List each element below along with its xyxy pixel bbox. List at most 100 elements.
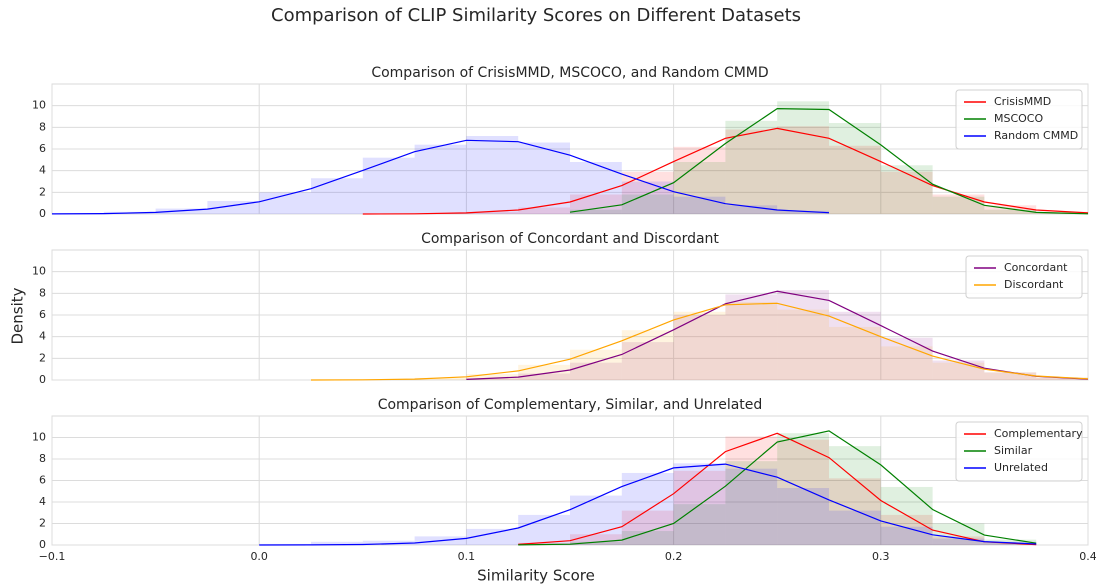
y-tick-label: 2 <box>39 185 46 198</box>
histogram-bar <box>621 171 674 214</box>
histogram-bar <box>362 540 415 545</box>
legend-box <box>955 89 1083 150</box>
legend-label: Similar <box>994 444 1033 457</box>
density-curve <box>259 463 1037 546</box>
histogram-bar <box>570 194 622 214</box>
histogram-bar <box>777 309 829 380</box>
histogram-bar <box>673 162 726 214</box>
legend-box <box>955 421 1083 482</box>
histogram-bar <box>570 495 622 545</box>
y-tick-label: 6 <box>39 474 46 487</box>
histogram-bar <box>984 372 1037 380</box>
histogram-bar <box>621 330 674 380</box>
histogram-bar <box>984 542 1037 545</box>
y-tick-label: 4 <box>39 330 46 343</box>
y-tick-label: 8 <box>39 286 46 299</box>
y-tick-label: 4 <box>39 495 46 508</box>
legend-label: Unrelated <box>994 461 1048 474</box>
histogram-bar <box>621 531 674 545</box>
subplot: Comparison of CrisisMMD, MSCOCO, and Ran… <box>32 65 1089 220</box>
histogram-bar <box>518 514 570 545</box>
histogram-bar <box>570 534 622 545</box>
y-tick-label: 10 <box>32 265 46 278</box>
histogram-bar <box>880 514 933 545</box>
histogram-bar <box>829 123 881 214</box>
legend-box <box>965 255 1083 299</box>
histogram-bar <box>777 126 829 214</box>
histogram-bar <box>673 196 726 214</box>
histogram-bar <box>466 374 519 380</box>
legend-label: Concordant <box>1004 261 1068 274</box>
histogram-bar <box>621 342 674 380</box>
histogram-bar <box>777 488 829 545</box>
histogram-bar <box>725 205 778 214</box>
histogram-bar <box>570 541 622 545</box>
histogram-bar <box>466 136 519 214</box>
histogram-bar <box>518 364 570 380</box>
histogram-bar <box>725 436 778 545</box>
density-curve <box>569 107 1089 215</box>
histogram-bar <box>777 210 829 214</box>
legend-label: MSCOCO <box>994 112 1043 125</box>
y-tick-label: 2 <box>39 351 46 364</box>
subplot-title: Comparison of Complementary, Similar, an… <box>378 397 763 413</box>
x-tick-label: −0.1 <box>39 550 66 563</box>
histogram-bar <box>777 439 829 545</box>
y-tick-label: 8 <box>39 120 46 133</box>
density-curve <box>310 302 1089 381</box>
histogram-bar <box>414 377 467 380</box>
histogram-bar <box>829 326 881 380</box>
x-tick-label: 0.4 <box>1079 550 1096 563</box>
legend-label: CrisisMMD <box>994 95 1051 108</box>
histogram-bar <box>829 446 881 545</box>
y-tick-label: 6 <box>39 142 46 155</box>
histogram-bar <box>466 378 519 380</box>
subplot: Comparison of Complementary, Similar, an… <box>32 397 1096 563</box>
x-tick-label: 0.0 <box>250 550 268 563</box>
density-curve <box>518 432 1037 546</box>
y-tick-label: 6 <box>39 308 46 321</box>
histogram-bar <box>829 311 881 380</box>
histogram-bar <box>880 346 933 380</box>
density-curve <box>466 290 1089 380</box>
subplot-title: Comparison of CrisisMMD, MSCOCO, and Ran… <box>371 65 768 81</box>
histogram-bar <box>725 302 778 380</box>
x-tick-label: 0.1 <box>458 550 476 563</box>
histogram-bar <box>466 211 519 214</box>
histogram-bar <box>311 178 363 214</box>
histogram-bar <box>570 349 622 380</box>
x-tick-label: 0.3 <box>872 550 890 563</box>
y-tick-label: 0 <box>39 538 46 551</box>
histogram-bar <box>829 478 881 545</box>
density-curve <box>518 430 1037 546</box>
legend-label: Complementary <box>994 427 1083 440</box>
y-tick-label: 0 <box>39 373 46 386</box>
x-tick-label: 0.2 <box>665 550 683 563</box>
y-tick-label: 0 <box>39 207 46 220</box>
histogram-bar <box>777 101 829 214</box>
histogram-bar <box>725 468 778 545</box>
histogram-bar <box>880 526 933 545</box>
histogram-bar <box>829 510 881 545</box>
subplot: Comparison of Concordant and Discordant 0… <box>32 231 1089 386</box>
histogram-bar <box>725 120 778 214</box>
histogram-bar <box>518 373 570 380</box>
y-axis-label: Density <box>9 287 27 344</box>
histogram-bar <box>725 129 778 214</box>
y-tick-label: 2 <box>39 517 46 530</box>
histogram-bar <box>984 209 1037 214</box>
y-tick-label: 4 <box>39 164 46 177</box>
histogram-bar <box>984 372 1037 380</box>
histogram-bar <box>880 171 933 214</box>
histogram-bar <box>259 192 311 214</box>
histogram-bar <box>984 205 1037 214</box>
histogram-bar <box>311 541 363 545</box>
y-tick-label: 8 <box>39 452 46 465</box>
histogram-bar <box>932 538 985 545</box>
histogram-bar <box>362 157 415 214</box>
histogram-bar <box>932 196 985 214</box>
histogram-bar <box>466 528 519 545</box>
histogram-bar <box>932 536 985 545</box>
histogram-bar <box>207 201 260 214</box>
histogram-bar <box>1036 377 1088 380</box>
